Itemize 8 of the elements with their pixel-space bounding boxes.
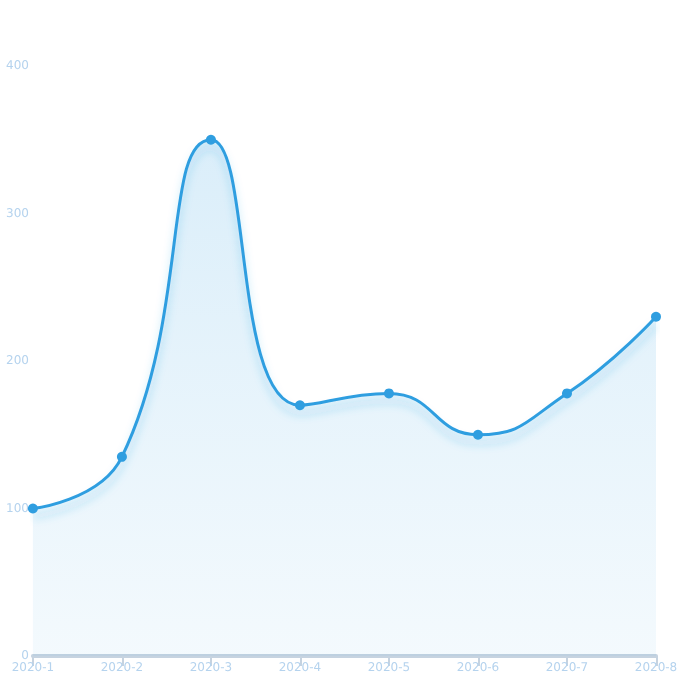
point: [472, 429, 483, 440]
point: [562, 388, 572, 399]
point: [294, 400, 305, 411]
point: [383, 388, 394, 399]
point: [27, 503, 38, 514]
point: [205, 134, 216, 145]
point: [651, 311, 661, 322]
point: [116, 451, 127, 462]
